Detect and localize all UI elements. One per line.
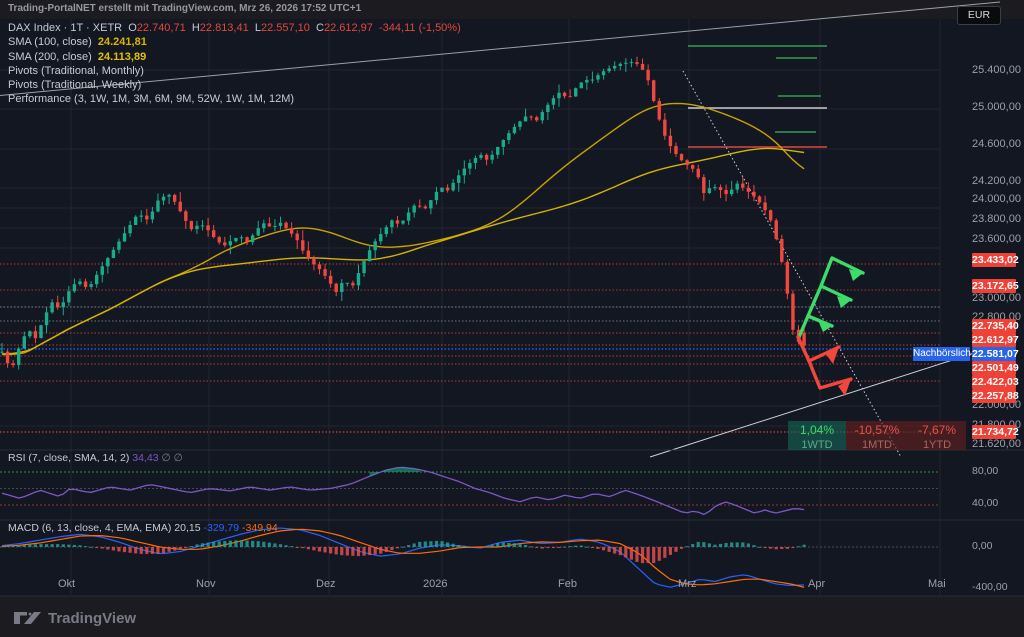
svg-text:TradingView: TradingView [48, 610, 136, 627]
